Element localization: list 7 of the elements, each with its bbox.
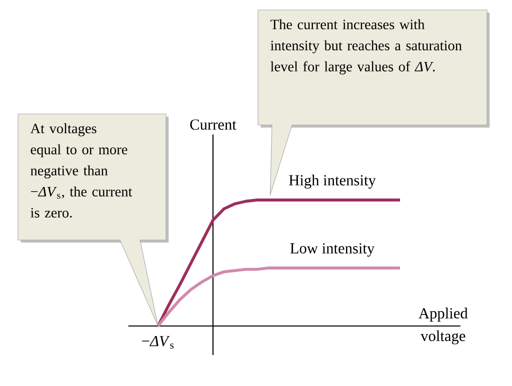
x-axis-title: Applied voltage [418, 308, 468, 344]
series-label: High intensity [289, 174, 376, 189]
series-label: Low intensity [290, 243, 375, 257]
text: The current increases with intensity but reaches a saturation level for large values of ΔV. [270, 19, 462, 74]
text: −ΔV$_{s}$ [142, 336, 174, 349]
text: At voltages equal to or more negative than −ΔV$_{s}$, the current is zero. [30, 123, 132, 218]
y-axis-title: Current [190, 119, 236, 130]
